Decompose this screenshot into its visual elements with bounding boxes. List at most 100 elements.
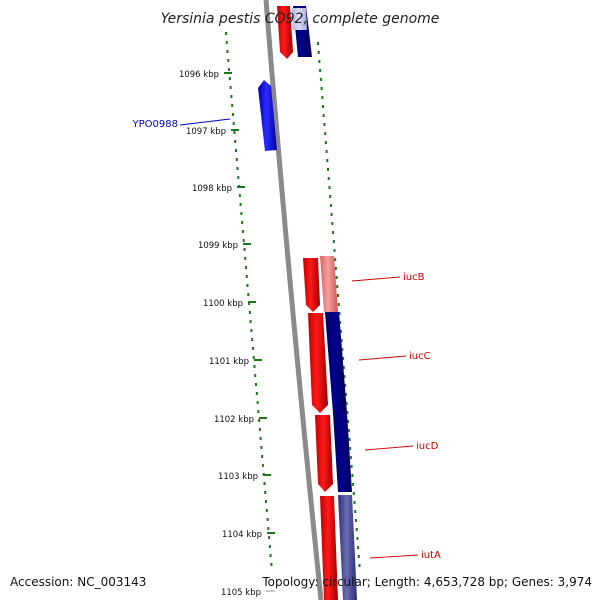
gc-skew-dash xyxy=(241,230,244,233)
gc-skew-dash xyxy=(225,41,228,44)
tick-label-1099: 1099 kbp xyxy=(198,241,238,251)
gc-skew-dash xyxy=(347,420,350,423)
tick-label-1098: 1098 kbp xyxy=(192,184,232,194)
gc-skew-dash xyxy=(268,536,271,539)
gc-skew-dash xyxy=(327,168,329,171)
gc-skew-dash xyxy=(247,293,250,296)
tick-label-1103: 1103 kbp xyxy=(218,472,258,482)
gc-skew-dash xyxy=(267,527,270,530)
gc-skew-dash xyxy=(232,122,235,125)
gc-skew-dash xyxy=(269,554,272,557)
gc-skew-dash xyxy=(352,492,355,495)
gene-iucC[interactable] xyxy=(308,313,328,413)
gc-skew-dash xyxy=(231,104,234,107)
tick-1104: 1104 kbp xyxy=(222,530,275,540)
gc-skew-dash xyxy=(324,132,327,135)
gc-skew-dash xyxy=(259,437,262,440)
gc-skew-dash xyxy=(248,311,251,314)
gc-skew-dash xyxy=(357,546,360,549)
gc-skew-dash xyxy=(322,114,325,117)
accession-text: Accession: NC_003143 xyxy=(10,575,146,589)
gc-skew-dash xyxy=(241,221,244,224)
tick-label-1097: 1097 kbp xyxy=(186,127,226,137)
gc-skew-dash xyxy=(258,419,261,422)
gc-skew-dash xyxy=(261,455,264,458)
gene-iutA[interactable] xyxy=(320,496,338,600)
gc-skew-dash xyxy=(332,240,335,243)
gc-skew-dash xyxy=(349,456,352,459)
gc-skew-dash xyxy=(239,203,242,206)
gc-skew-dash xyxy=(328,186,331,189)
gc-skew-dash xyxy=(227,59,230,62)
gc-skew-dash xyxy=(336,285,339,288)
gc-skew-dash xyxy=(354,510,357,513)
gc-skew-dash xyxy=(339,321,342,324)
gc-skew-dash xyxy=(240,212,243,215)
hit-iutA xyxy=(338,495,357,600)
gc-skew-dash xyxy=(334,258,337,261)
gene-YPO0988[interactable] xyxy=(258,80,277,151)
genome-title: Yersinia pestis CO92, complete genome xyxy=(161,11,440,27)
gc-skew-dash xyxy=(252,356,255,359)
label-YPO0988[interactable]: YPO0988 xyxy=(132,118,231,130)
gc-skew-dash xyxy=(237,176,240,179)
label-iucC[interactable]: iucC xyxy=(358,351,431,362)
gc-skew-dash xyxy=(326,159,329,162)
hit-iucB xyxy=(320,256,338,312)
gc-skew-dash xyxy=(229,86,232,89)
gene-label-iutA: iutA xyxy=(421,550,441,561)
hit-iucD xyxy=(333,413,352,492)
gc-skew-dash xyxy=(238,194,241,197)
gene-label-iucB: iucB xyxy=(403,272,425,283)
gc-skew-dash xyxy=(319,78,322,81)
tick-1098: 1098 kbp xyxy=(192,184,245,194)
gene-iucB[interactable] xyxy=(303,258,320,312)
tick-label-1104: 1104 kbp xyxy=(222,530,262,540)
gc-skew-dash xyxy=(351,474,354,477)
gc-skew-dash xyxy=(251,338,254,341)
gc-skew-dash xyxy=(317,51,320,54)
gc-skew-dash xyxy=(243,248,246,251)
gc-skew-dash xyxy=(356,537,359,540)
gc-skew-dash xyxy=(266,518,269,521)
gc-skew-dash xyxy=(337,294,339,297)
gc-skew-dash xyxy=(344,384,347,387)
gc-skew-dash xyxy=(334,267,337,270)
tick-1105: 1105 kbp xyxy=(221,588,275,598)
gc-skew-dash xyxy=(341,348,344,351)
gc-skew-dash xyxy=(323,123,326,126)
gc-skew-dash xyxy=(254,374,257,377)
gc-skew-dash xyxy=(325,150,328,153)
gc-skew-dash xyxy=(226,50,229,53)
gc-skew-dash xyxy=(265,500,267,503)
gc-skew-dash xyxy=(257,410,260,413)
gc-skew-dash xyxy=(355,528,358,531)
gene-forward-top[interactable] xyxy=(277,6,293,59)
gc-skew-dash xyxy=(324,141,327,144)
gc-skew-dash xyxy=(339,330,342,333)
gc-skew-dash xyxy=(333,249,336,252)
gc-skew-dash xyxy=(245,275,248,278)
gc-skew-dash xyxy=(256,401,259,404)
gc-skew-dash xyxy=(340,339,343,342)
gc-skew-dash xyxy=(270,563,273,566)
gc-skew-dash xyxy=(265,509,268,512)
label-iutA[interactable]: iutA xyxy=(369,550,441,561)
label-iucD[interactable]: iucD xyxy=(364,441,439,452)
gc-skew-dash xyxy=(329,195,332,198)
gc-skew-dash xyxy=(249,320,252,323)
gc-skew-dash xyxy=(235,149,237,152)
gc-skew-dash xyxy=(354,519,357,522)
gene-label-YPO0988: YPO0988 xyxy=(132,119,178,130)
gc-skew-dash xyxy=(337,303,340,306)
gc-skew-dash xyxy=(231,113,234,116)
gene-iucD[interactable] xyxy=(315,415,333,492)
label-iucB[interactable]: iucB xyxy=(351,272,425,283)
gc-skew-dash xyxy=(353,501,356,504)
hit-iucC xyxy=(325,312,347,413)
gc-skew-dash xyxy=(251,347,254,350)
gc-skew-dash xyxy=(258,428,261,431)
gc-skew-dash xyxy=(318,60,321,63)
